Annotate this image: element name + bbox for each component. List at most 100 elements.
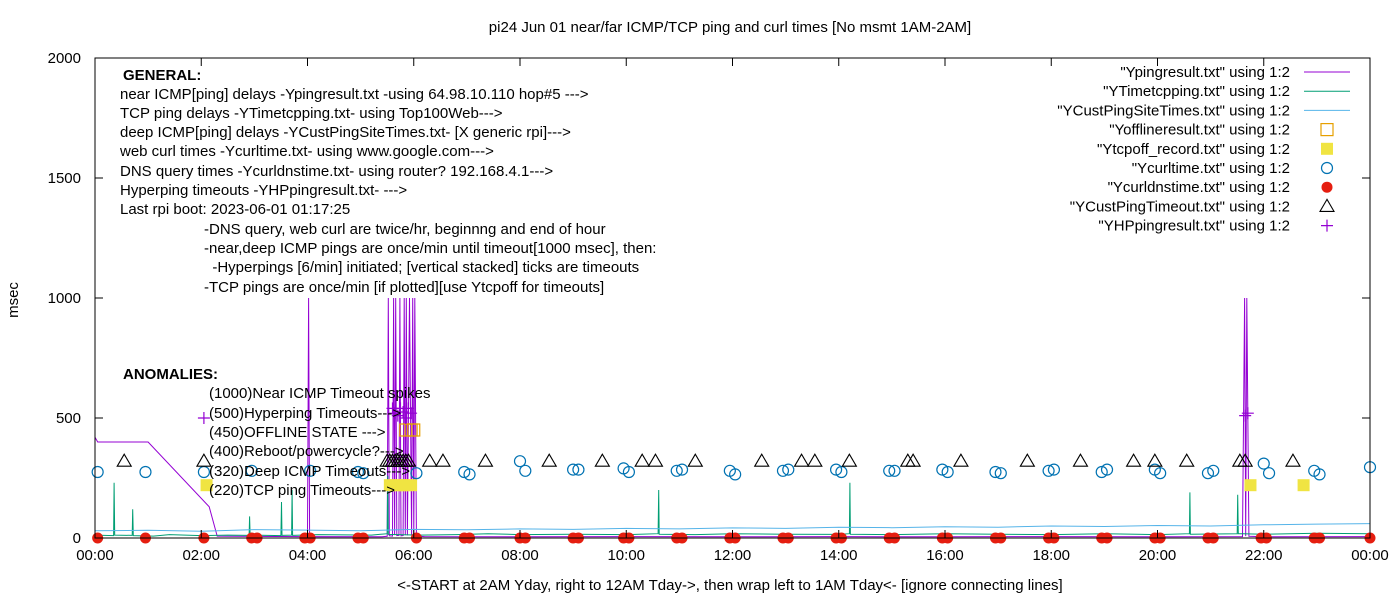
legend-label: "YHPpingresult.txt" using 1:2	[1098, 218, 1290, 235]
data-point	[116, 453, 133, 467]
data-point	[594, 453, 611, 467]
detail-line: -TCP pings are once/min [if plotted][use…	[204, 279, 604, 296]
general-line: deep ICMP[ping] delays -YCustPingSiteTim…	[120, 124, 571, 141]
x-axis-label: <-START at 2AM Yday, right to 12AM Tday-…	[397, 577, 1062, 594]
legend-swatch	[1320, 161, 1334, 175]
anomaly-line: (500)Hyperping Timeouts--->	[209, 405, 401, 422]
general-line: DNS query times -Ycurldnstime.txt- using…	[120, 163, 553, 180]
data-point	[1239, 409, 1252, 422]
data-point	[936, 463, 949, 476]
legend-swatch	[1319, 198, 1335, 212]
anomaly-line: (320)Deep ICMP Timeouts--->	[209, 463, 410, 480]
series-triangle-open	[116, 453, 1301, 467]
chart-title: pi24 Jun 01 near/far ICMP/TCP ping and c…	[489, 19, 971, 36]
anomaly-line: (450)OFFLINE STATE --->	[209, 424, 386, 441]
y-axis-label: msec	[5, 282, 22, 318]
data-point	[994, 467, 1007, 480]
anomalies-heading: ANOMALIES:	[123, 366, 218, 383]
data-point	[1047, 463, 1061, 476]
data-point	[670, 464, 683, 477]
data-point	[841, 453, 858, 467]
data-point	[389, 407, 402, 420]
x-tick-label: 16:00	[926, 547, 964, 564]
data-point	[402, 402, 415, 415]
data-point	[139, 465, 152, 479]
data-point	[634, 453, 651, 467]
detail-line: -DNS query, web curl are twice/hr, begin…	[204, 221, 606, 238]
general-heading: GENERAL:	[123, 67, 201, 84]
data-point	[541, 453, 558, 467]
x-tick-label: 12:00	[714, 547, 752, 564]
data-point	[195, 453, 212, 467]
data-point	[1178, 453, 1195, 467]
data-point	[245, 464, 258, 477]
x-tick-label: 10:00	[607, 547, 645, 564]
legend-swatch	[1320, 122, 1334, 137]
data-point	[941, 465, 954, 479]
series-line	[94, 297, 1371, 538]
data-point	[806, 453, 823, 467]
data-point	[1072, 453, 1089, 467]
series-line	[94, 297, 1371, 538]
data-point	[1095, 465, 1108, 479]
y-tick-label: 0	[73, 530, 81, 547]
data-point	[1125, 453, 1142, 467]
anomaly-line: (220)TCP ping Timeouts--->	[209, 482, 395, 499]
legend-swatch	[1321, 181, 1333, 193]
anomaly-line: (1000)Near ICMP Timeout spikes	[209, 385, 430, 402]
data-point	[776, 464, 790, 477]
y-tick-label: 2000	[48, 50, 81, 67]
data-point	[1042, 464, 1055, 477]
detail-line: -near,deep ICMP pings are once/min until…	[204, 240, 656, 257]
anomaly-notes: ANOMALIES: (1000)Near ICMP Timeout spike…	[123, 366, 430, 499]
data-point	[675, 463, 689, 476]
data-point	[835, 465, 848, 479]
x-tick-label: 00:00	[76, 547, 114, 564]
general-line: Hyperping timeouts -YHPpingresult.txt- -…	[120, 182, 407, 199]
data-point	[197, 465, 211, 479]
data-point	[200, 479, 213, 492]
data-point	[1207, 464, 1220, 477]
data-point	[1313, 468, 1326, 481]
data-point	[1100, 463, 1114, 476]
legend-label: "YCustPingTimeout.txt" using 1:2	[1070, 198, 1290, 215]
legend-label: "Ypingresult.txt" using 1:2	[1120, 64, 1290, 81]
legend-label: "Ycurldnstime.txt" using 1:2	[1108, 179, 1290, 196]
data-point	[1257, 457, 1270, 470]
x-tick-label: 18:00	[1032, 547, 1070, 564]
data-point	[357, 467, 370, 480]
data-point	[410, 467, 423, 480]
anomaly-line: (400)Reboot/powercycle?--->	[209, 443, 404, 460]
y-tick-label: 1000	[48, 290, 81, 307]
x-tick-label: 02:00	[182, 547, 220, 564]
data-point	[351, 465, 365, 479]
general-line: web curl times -Ycurltime.txt- using www…	[119, 143, 494, 160]
data-point	[1285, 453, 1301, 467]
data-point	[1146, 453, 1163, 467]
series-line	[94, 475, 1371, 537]
series-line	[94, 475, 1371, 537]
series-circle-open	[91, 455, 1377, 481]
legend-label: "YCustPingSiteTimes.txt" using 1:2	[1057, 102, 1290, 119]
data-point	[729, 468, 742, 481]
legend-label: "YTimetcpping.txt" using 1:2	[1103, 83, 1290, 100]
data-point	[888, 464, 901, 477]
data-point	[1241, 407, 1254, 420]
data-point	[405, 407, 418, 420]
data-point	[793, 453, 810, 467]
data-point	[1201, 467, 1215, 480]
legend-swatch	[1321, 219, 1333, 232]
series-square-open	[399, 423, 421, 437]
data-point	[197, 412, 210, 424]
general-line: near ICMP[ping] delays -Ypingresult.txt …	[120, 86, 589, 103]
data-point	[477, 453, 494, 467]
data-point	[405, 479, 418, 492]
x-tick-label: 22:00	[1245, 547, 1283, 564]
data-point	[463, 468, 476, 481]
general-notes: GENERAL: near ICMP[ping] delays -Ypingre…	[119, 67, 656, 296]
data-point	[513, 455, 527, 468]
data-point	[1244, 479, 1257, 492]
series-plus	[197, 402, 1254, 424]
data-point	[989, 465, 1002, 479]
